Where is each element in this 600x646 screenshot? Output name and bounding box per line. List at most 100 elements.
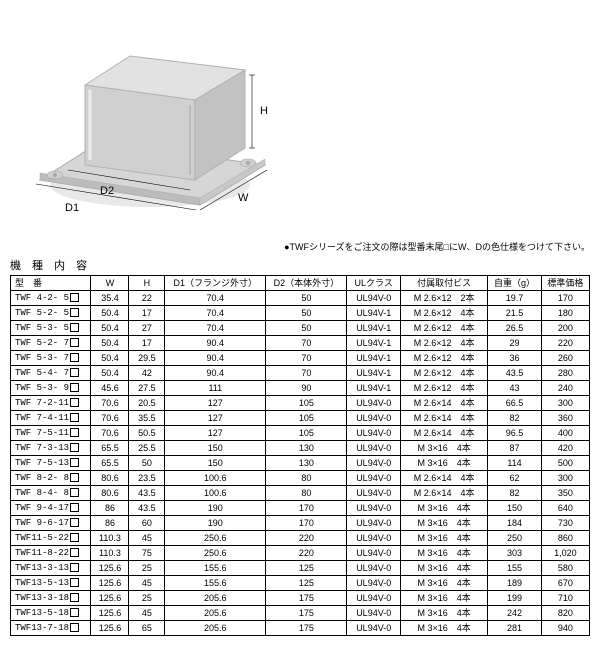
- table-cell: TWF 7-2-11: [11, 396, 91, 411]
- table-cell: 70.4: [165, 306, 266, 321]
- table-cell: 127: [165, 411, 266, 426]
- table-cell: M 3×16 4本: [401, 576, 488, 591]
- table-cell: 580: [541, 561, 589, 576]
- table-header: H: [129, 276, 165, 291]
- table-cell: 220: [266, 546, 347, 561]
- table-cell: UL94V-1: [347, 336, 401, 351]
- table-cell: 300: [541, 396, 589, 411]
- table-cell: UL94V-0: [347, 396, 401, 411]
- table-cell: UL94V-1: [347, 351, 401, 366]
- table-cell: 240: [541, 381, 589, 396]
- table-row: TWF 5-2- 750.41790.470UL94V-1M 2.6×12 4本…: [11, 336, 590, 351]
- color-spec-box-icon: [70, 578, 79, 587]
- table-cell: 130: [266, 456, 347, 471]
- table-cell: 190: [165, 516, 266, 531]
- table-header: 自重（g）: [488, 276, 542, 291]
- table-row: TWF11-5-22110.345250.6220UL94V-0M 3×16 4…: [11, 531, 590, 546]
- table-cell: 43.5: [488, 366, 542, 381]
- table-cell: 150: [165, 456, 266, 471]
- table-cell: TWF 7-5-11: [11, 426, 91, 441]
- table-cell: 280: [541, 366, 589, 381]
- table-cell: 50: [266, 291, 347, 306]
- table-cell: 640: [541, 501, 589, 516]
- table-cell: 125: [266, 561, 347, 576]
- table-cell: UL94V-0: [347, 486, 401, 501]
- table-cell: 175: [266, 621, 347, 636]
- table-row: TWF 8-4- 880.643.5100.680UL94V-0M 2.6×14…: [11, 486, 590, 501]
- table-cell: M 3×16 4本: [401, 591, 488, 606]
- table-header-row: 型 番WHD1（フランジ外寸）D2（本体外寸）ULクラス付属取付ビス自重（g）標…: [11, 276, 590, 291]
- table-row: TWF13-3-18125.625205.6175UL94V-0M 3×16 4…: [11, 591, 590, 606]
- table-cell: 21.5: [488, 306, 542, 321]
- table-cell: M 3×16 4本: [401, 501, 488, 516]
- table-cell: 105: [266, 396, 347, 411]
- table-cell: 35.4: [91, 291, 129, 306]
- table-row: TWF13-5-18125.645205.6175UL94V-0M 3×16 4…: [11, 606, 590, 621]
- table-cell: TWF13-3-18: [11, 591, 91, 606]
- dim-label-d2: D2: [100, 185, 114, 197]
- table-cell: TWF 5-3- 7: [11, 351, 91, 366]
- table-cell: 65.5: [91, 441, 129, 456]
- table-header: W: [91, 276, 129, 291]
- table-cell: 80: [266, 471, 347, 486]
- table-cell: 96.5: [488, 426, 542, 441]
- table-cell: 70.6: [91, 396, 129, 411]
- table-cell: 66.5: [488, 396, 542, 411]
- table-cell: 125.6: [91, 576, 129, 591]
- table-cell: 189: [488, 576, 542, 591]
- table-cell: 80: [266, 486, 347, 501]
- table-cell: 70: [266, 336, 347, 351]
- table-cell: 70.6: [91, 426, 129, 441]
- table-row: TWF 7-5-1365.550150130UL94V-0M 3×16 4本11…: [11, 456, 590, 471]
- table-cell: 500: [541, 456, 589, 471]
- table-cell: 170: [266, 501, 347, 516]
- table-cell: 170: [541, 291, 589, 306]
- table-cell: 65: [129, 621, 165, 636]
- table-cell: M 2.6×12 4本: [401, 351, 488, 366]
- table-cell: 110.3: [91, 546, 129, 561]
- table-cell: 105: [266, 426, 347, 441]
- color-spec-box-icon: [70, 293, 79, 302]
- table-cell: 43.5: [129, 486, 165, 501]
- table-cell: TWF 8-4- 8: [11, 486, 91, 501]
- table-body: TWF 4-2- 535.42270.450UL94V-0M 2.6×12 2本…: [11, 291, 590, 636]
- table-row: TWF 7-4-1170.635.5127105UL94V-0M 2.6×14 …: [11, 411, 590, 426]
- table-cell: 670: [541, 576, 589, 591]
- table-cell: 125.6: [91, 561, 129, 576]
- table-cell: UL94V-1: [347, 306, 401, 321]
- table-cell: 20.5: [129, 396, 165, 411]
- table-cell: 125.6: [91, 606, 129, 621]
- table-cell: 45: [129, 606, 165, 621]
- table-cell: 27: [129, 321, 165, 336]
- table-cell: 730: [541, 516, 589, 531]
- color-spec-box-icon: [70, 443, 79, 452]
- table-cell: 127: [165, 426, 266, 441]
- color-spec-box-icon: [70, 413, 79, 422]
- table-cell: 19.7: [488, 291, 542, 306]
- table-cell: 130: [266, 441, 347, 456]
- dim-label-d1: D1: [65, 202, 79, 214]
- table-cell: UL94V-0: [347, 591, 401, 606]
- table-cell: 75: [129, 546, 165, 561]
- table-cell: 17: [129, 336, 165, 351]
- table-cell: 70: [266, 366, 347, 381]
- table-cell: 23.5: [129, 471, 165, 486]
- order-note: ●TWFシリーズをご注文の際は型番末尾□にW、Dの色仕様をつけて下さい。: [10, 240, 590, 253]
- table-cell: 110.3: [91, 531, 129, 546]
- table-row: TWF 7-2-1170.620.5127105UL94V-0M 2.6×14 …: [11, 396, 590, 411]
- table-cell: 90.4: [165, 366, 266, 381]
- table-cell: 940: [541, 621, 589, 636]
- table-header: D2（本体外寸）: [266, 276, 347, 291]
- table-cell: UL94V-0: [347, 426, 401, 441]
- table-row: TWF11-8-22110.375250.6220UL94V-0M 3×16 4…: [11, 546, 590, 561]
- table-cell: 50.5: [129, 426, 165, 441]
- table-cell: UL94V-1: [347, 321, 401, 336]
- table-cell: 250.6: [165, 546, 266, 561]
- table-cell: 50: [129, 456, 165, 471]
- table-row: TWF 7-3-1365.525.5150130UL94V-0M 3×16 4本…: [11, 441, 590, 456]
- table-cell: 42: [129, 366, 165, 381]
- table-cell: TWF 8-2- 8: [11, 471, 91, 486]
- table-cell: 300: [541, 471, 589, 486]
- table-row: TWF 4-2- 535.42270.450UL94V-0M 2.6×12 2本…: [11, 291, 590, 306]
- table-row: TWF 5-3- 945.627.511190UL94V-1M 2.6×12 4…: [11, 381, 590, 396]
